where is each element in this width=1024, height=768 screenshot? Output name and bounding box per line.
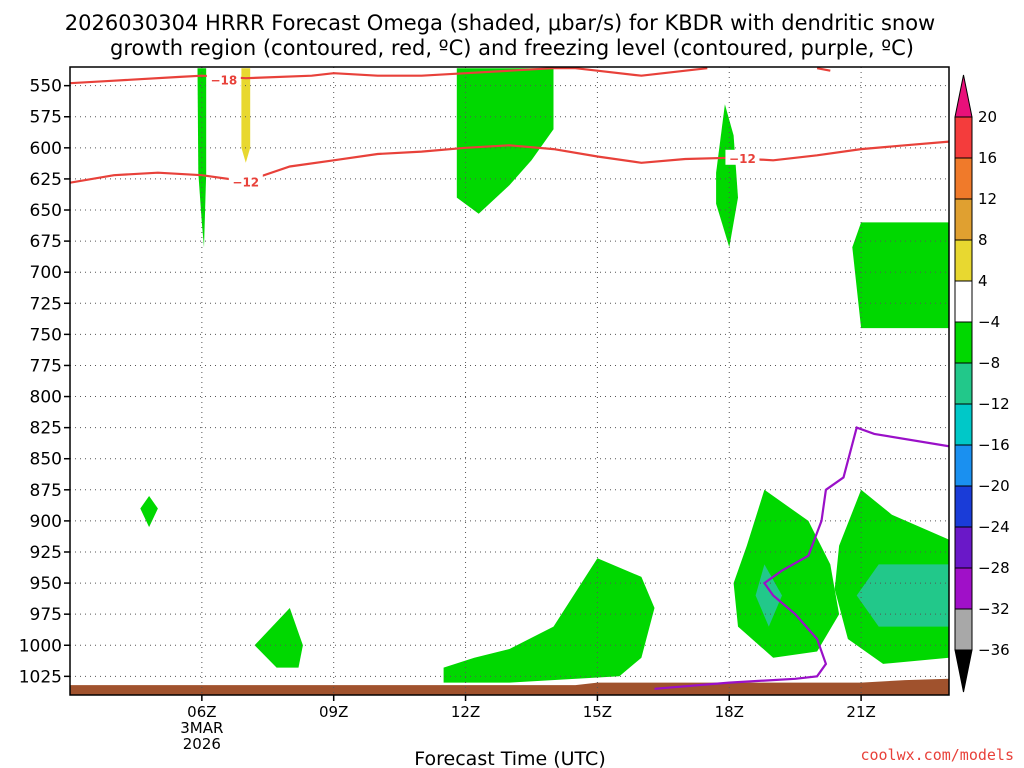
omega-region-8 (733, 489, 840, 658)
omega-region-2 (456, 68, 554, 214)
colorbar-bin-9 (954, 485, 973, 528)
colorbar-label-12: −32 (978, 600, 1010, 618)
y-tick-label-850: 850 (30, 450, 62, 470)
x-tick-date: 3MAR (180, 719, 223, 737)
y-tick-label-775: 775 (30, 356, 62, 376)
colorbar-label-0: 20 (978, 108, 997, 126)
colorbar-label-5: −4 (978, 313, 1000, 331)
colorbar-bin-6 (954, 362, 973, 405)
colorbar-bin-1 (954, 157, 973, 200)
x-tick-label-12Z: 12Z (451, 703, 480, 721)
colorbar-label-6: −8 (978, 354, 1000, 372)
colorbar-label-3: 8 (978, 231, 988, 249)
colorbar-label-2: 12 (978, 190, 997, 208)
y-tick-label-1000: 1000 (19, 636, 62, 656)
y-tick-label-575: 575 (30, 108, 62, 128)
omega-region-6 (254, 608, 303, 668)
omega-region-3 (716, 104, 738, 248)
colorbar-bin-12 (954, 608, 973, 651)
omega-shaded-layer (140, 68, 949, 683)
colorbar-bin-10 (954, 526, 973, 569)
colorbar-top-arrow (954, 74, 973, 118)
y-tick-label-875: 875 (30, 481, 62, 501)
colorbar-bin-5 (954, 321, 973, 364)
colorbar-label-7: −12 (978, 395, 1010, 413)
y-tick-label-900: 900 (30, 512, 62, 532)
x-tick-label-21Z: 21Z (846, 703, 875, 721)
colorbar-bin-11 (954, 567, 973, 610)
chart-title-line1: 2026030304 HRRR Forecast Omega (shaded, … (65, 11, 935, 35)
colorbar-bin-7 (954, 403, 973, 446)
y-tick-label-950: 950 (30, 574, 62, 594)
contour-label-0: −18 (210, 73, 237, 87)
x-tick-year: 2026 (183, 735, 221, 753)
y-tick-label-675: 675 (30, 232, 62, 252)
dendritic-contour-layer (70, 67, 949, 184)
colorbar-bin-2 (954, 198, 973, 241)
colorbar-label-4: 4 (978, 272, 988, 290)
contour-label-extra-bg-1 (725, 149, 760, 165)
omega-region-7 (443, 558, 655, 683)
plot-frame (69, 66, 950, 696)
red-contour-0 (70, 67, 708, 85)
colorbar-bin-3 (954, 239, 973, 282)
y-tick-label-650: 650 (30, 201, 62, 221)
omega-region-4 (852, 222, 949, 329)
freezing-contour-0 (654, 426, 949, 690)
red-contour-2 (70, 140, 949, 184)
pressure-axis: 550 575 600 625 650 675 700 725 750 775 800 825 850 8… (19, 77, 70, 687)
y-tick-label-750: 750 (30, 325, 62, 345)
contour-label-bg-2 (228, 173, 263, 189)
freezing-level-layer (654, 426, 949, 690)
x-tick-label-18Z: 18Z (715, 703, 744, 721)
y-tick-label-925: 925 (30, 543, 62, 563)
colorbar-bin-8 (954, 444, 973, 487)
colorbar-label-13: −36 (978, 641, 1010, 659)
y-tick-label-550: 550 (30, 77, 62, 97)
y-tick-label-1025: 1025 (19, 667, 62, 687)
contour-label-2: −12 (232, 175, 259, 189)
y-tick-label-725: 725 (30, 294, 62, 314)
y-tick-label-825: 825 (30, 419, 62, 439)
y-tick-label-975: 975 (30, 605, 62, 625)
x-tick-label-15Z: 15Z (583, 703, 612, 721)
omega-region-9 (755, 564, 782, 627)
x-axis-label: Forecast Time (UTC) (414, 748, 605, 768)
colorbar-bottom-arrow (954, 649, 973, 693)
colorbar-label-11: −28 (978, 559, 1010, 577)
colorbar-label-9: −20 (978, 477, 1010, 495)
y-tick-label-800: 800 (30, 388, 62, 408)
contour-label-layer: −18 −12 −12 (206, 71, 760, 189)
y-tick-label-700: 700 (30, 263, 62, 283)
contour-label-extra-1: −12 (729, 152, 756, 166)
y-tick-label-600: 600 (30, 139, 62, 159)
omega-region-5 (140, 496, 158, 528)
omega-region-1 (241, 68, 251, 163)
colorbar-bin-4 (954, 280, 973, 323)
red-contour-1 (816, 67, 831, 72)
colorbar-label-10: −24 (978, 518, 1010, 536)
contour-label-bg-0 (206, 71, 241, 87)
omega-region-11 (856, 564, 949, 627)
chart-title-line2: growth region (contoured, red, ºC) and f… (110, 36, 914, 60)
y-tick-label-625: 625 (30, 170, 62, 190)
credit-text: coolwx.com/models (860, 746, 1014, 764)
colorbar-bin-0 (954, 116, 973, 159)
x-tick-label-06Z: 06Z (187, 703, 216, 721)
colorbar-label-1: 16 (978, 149, 997, 167)
colorbar: 20 16 12 8 4 −4 −8 −12 −16 −20 −24 −28 −32 −36 (954, 74, 1010, 693)
x-tick-label-09Z: 09Z (319, 703, 348, 721)
colorbar-label-8: −16 (978, 436, 1010, 454)
